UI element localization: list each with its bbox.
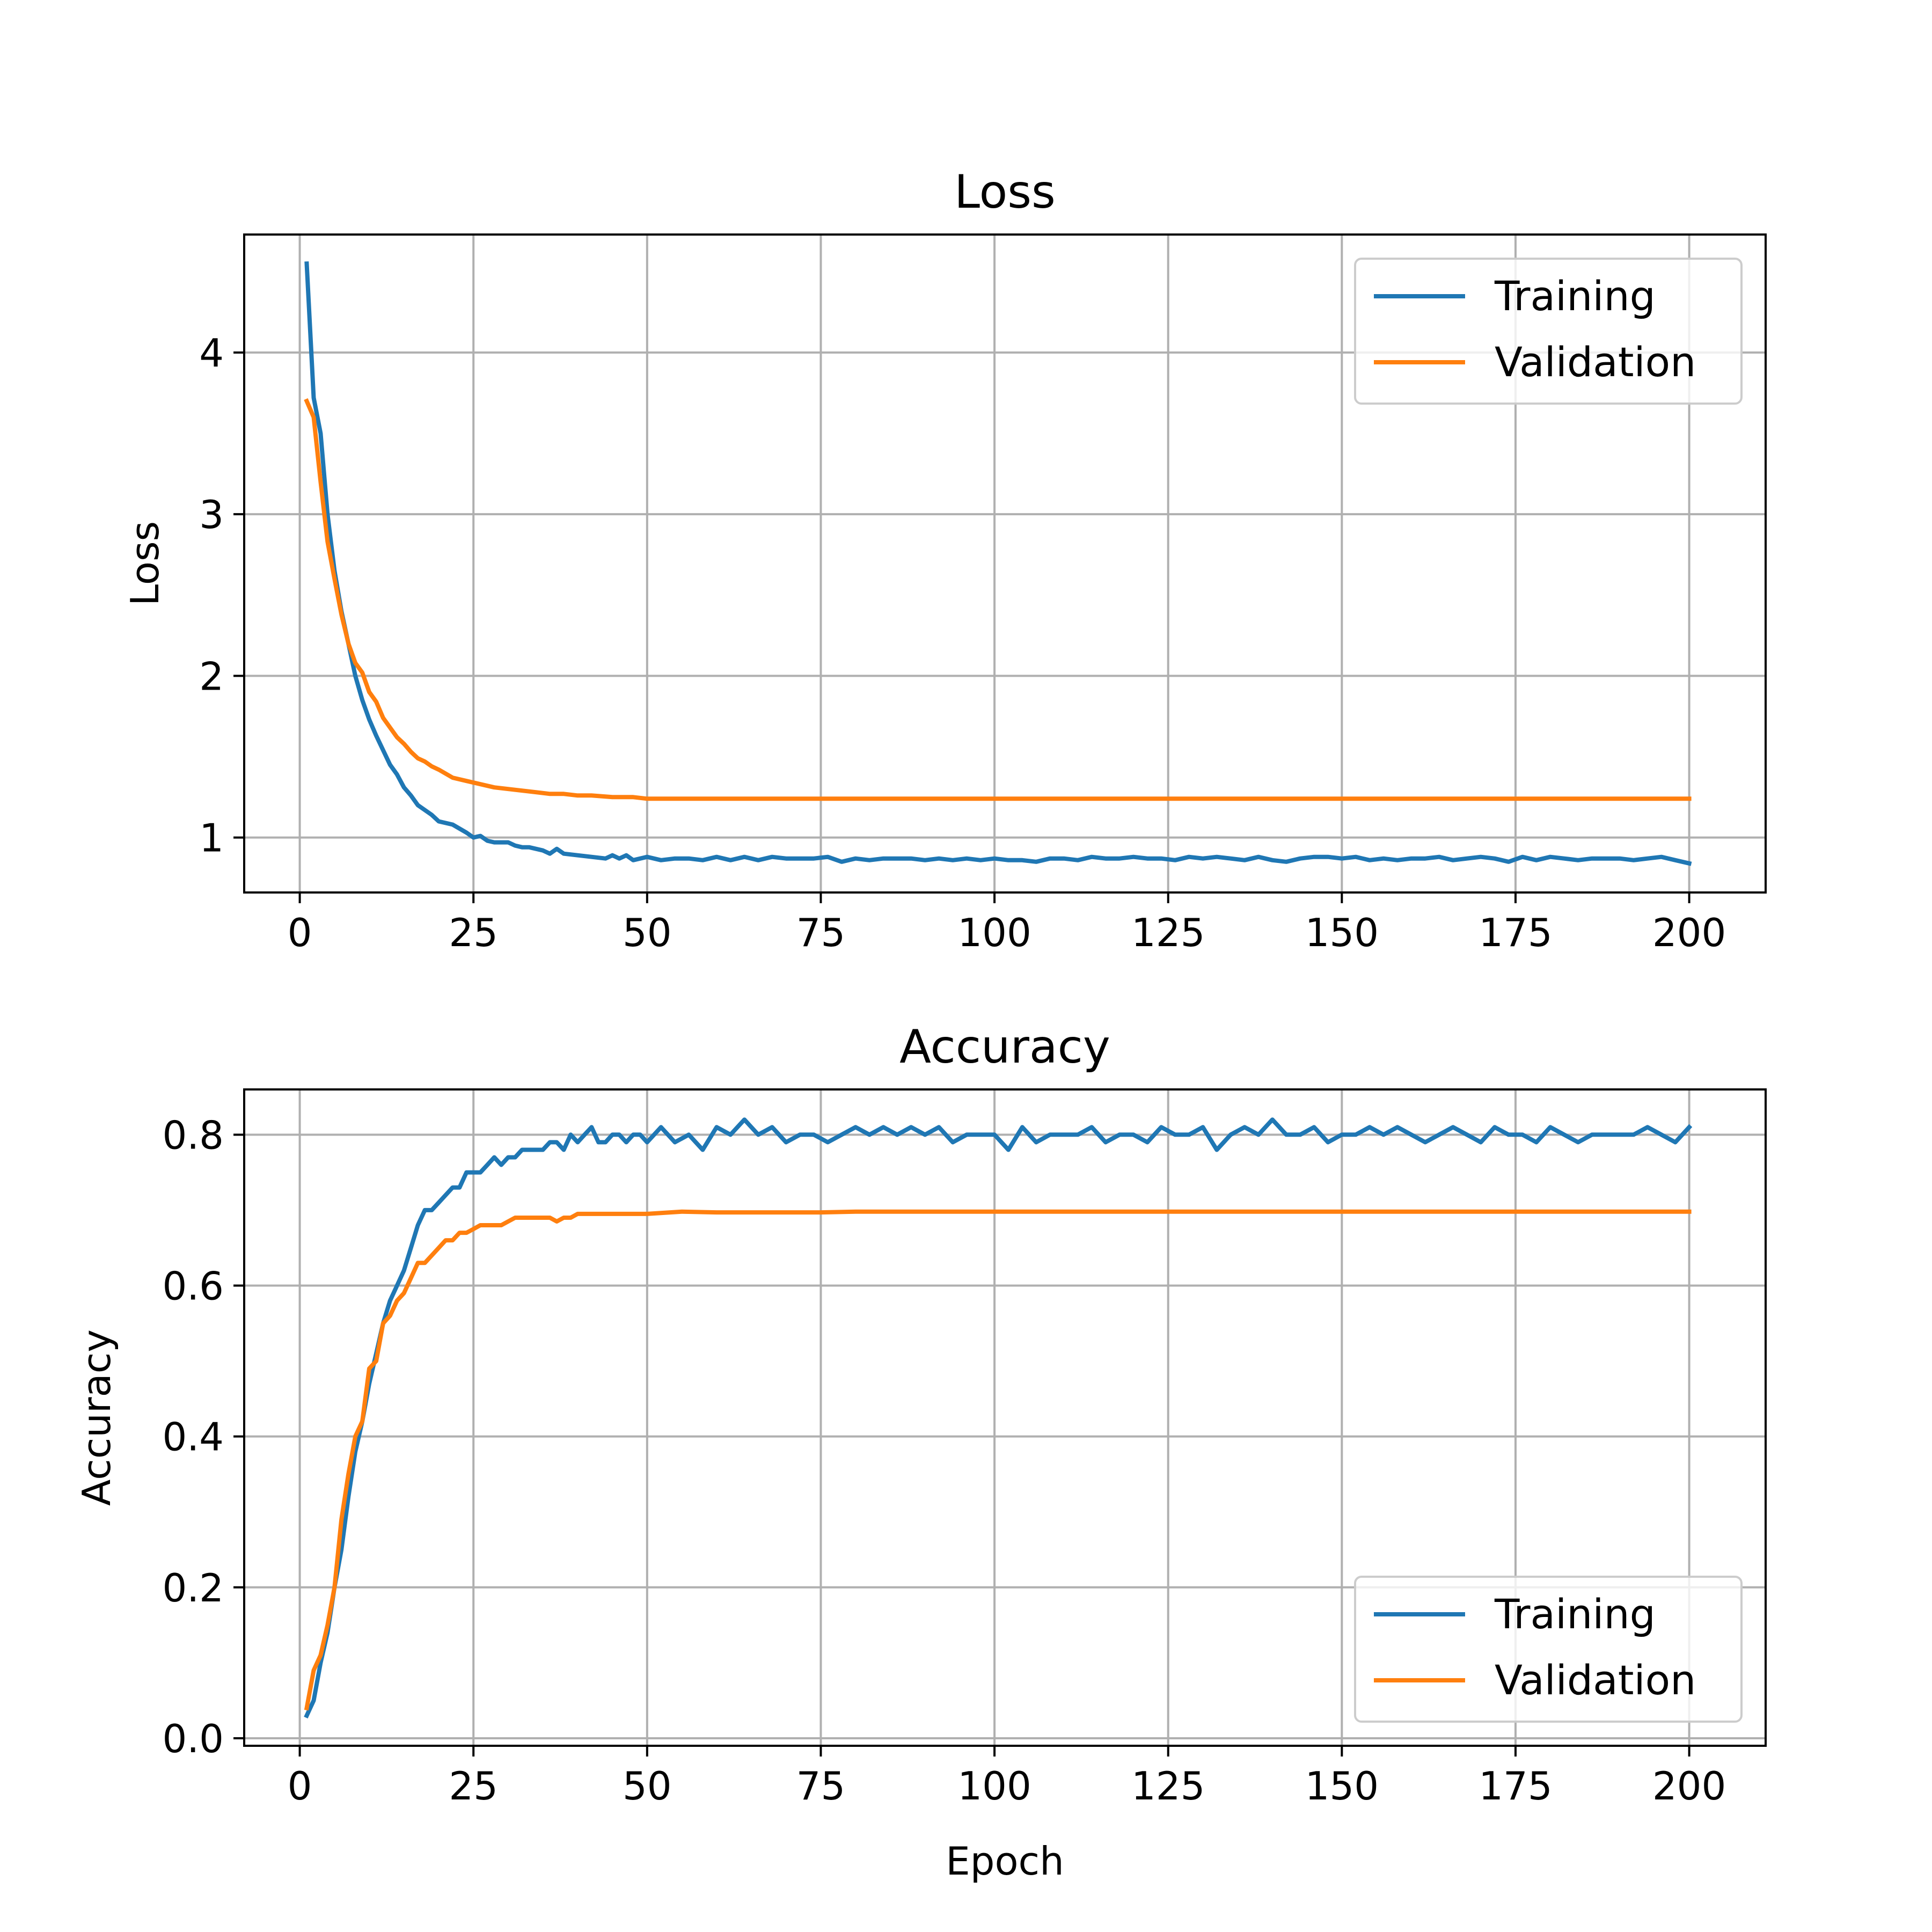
loss-x-tick-label: 200 — [1652, 910, 1726, 955]
accuracy-y-tick-label: 0.2 — [162, 1565, 224, 1611]
accuracy-y-tick-label: 0.4 — [162, 1415, 224, 1460]
accuracy-legend-label-training: Training — [1494, 1590, 1656, 1638]
loss-x-tick-label: 75 — [796, 910, 846, 955]
accuracy-x-tick-label: 0 — [288, 1763, 312, 1809]
accuracy-x-tick-label: 125 — [1131, 1763, 1205, 1809]
loss-title: Loss — [954, 165, 1056, 219]
loss-panel: 0 25 50 75 100 125 150 175 200 1 2 3 4 Loss Loss Traini… — [122, 165, 1767, 955]
loss-x-tick-label: 25 — [449, 910, 498, 955]
loss-axes-frame — [243, 233, 1767, 894]
accuracy-x-tick-label: 100 — [957, 1763, 1031, 1809]
accuracy-x-tick-label: 200 — [1652, 1763, 1726, 1809]
accuracy-validation-line — [304, 1209, 1692, 1711]
loss-x-tick-label: 150 — [1305, 910, 1379, 955]
accuracy-legend: Training Validation — [1354, 1576, 1743, 1723]
accuracy-training-line — [304, 1117, 1693, 1719]
accuracy-panel: 0 25 50 75 100 125 150 175 200 0.0 0.2 0.4 0.6 0.8 Acc… — [74, 1020, 1767, 1884]
accuracy-x-tick-label: 25 — [449, 1763, 498, 1809]
loss-x-tick-label: 0 — [288, 910, 312, 955]
accuracy-x-axis-label: Epoch — [946, 1839, 1064, 1884]
loss-y-axis-label: Loss — [122, 521, 167, 606]
accuracy-x-tick-label: 175 — [1479, 1763, 1552, 1809]
loss-x-tick-label: 125 — [1131, 910, 1205, 955]
loss-legend-label-validation: Validation — [1495, 338, 1696, 386]
accuracy-y-tick-label: 0.8 — [162, 1113, 224, 1158]
accuracy-x-tick-label: 75 — [796, 1763, 846, 1809]
accuracy-y-tick-label: 0.6 — [162, 1263, 224, 1308]
accuracy-axes-frame — [243, 1088, 1767, 1747]
loss-y-tick-label: 1 — [199, 816, 224, 861]
accuracy-legend-label-validation: Validation — [1495, 1656, 1696, 1704]
loss-y-tick-label: 4 — [199, 331, 224, 376]
loss-y-tick-label: 2 — [199, 654, 224, 699]
loss-y-tick-label: 3 — [199, 492, 224, 537]
accuracy-x-tick-label: 150 — [1305, 1763, 1379, 1809]
accuracy-x-tick-label: 50 — [623, 1763, 672, 1809]
loss-legend-label-training: Training — [1494, 272, 1656, 320]
loss-legend: Training Validation — [1354, 258, 1743, 405]
loss-x-tick-label: 100 — [957, 910, 1031, 955]
accuracy-y-tick-label: 0.0 — [162, 1716, 224, 1761]
loss-training-line — [304, 261, 1692, 866]
loss-x-tick-label: 175 — [1479, 910, 1552, 955]
accuracy-y-axis-label: Accuracy — [74, 1329, 119, 1506]
loss-x-tick-label: 50 — [623, 910, 672, 955]
loss-validation-line — [304, 398, 1692, 801]
accuracy-title: Accuracy — [899, 1020, 1110, 1074]
